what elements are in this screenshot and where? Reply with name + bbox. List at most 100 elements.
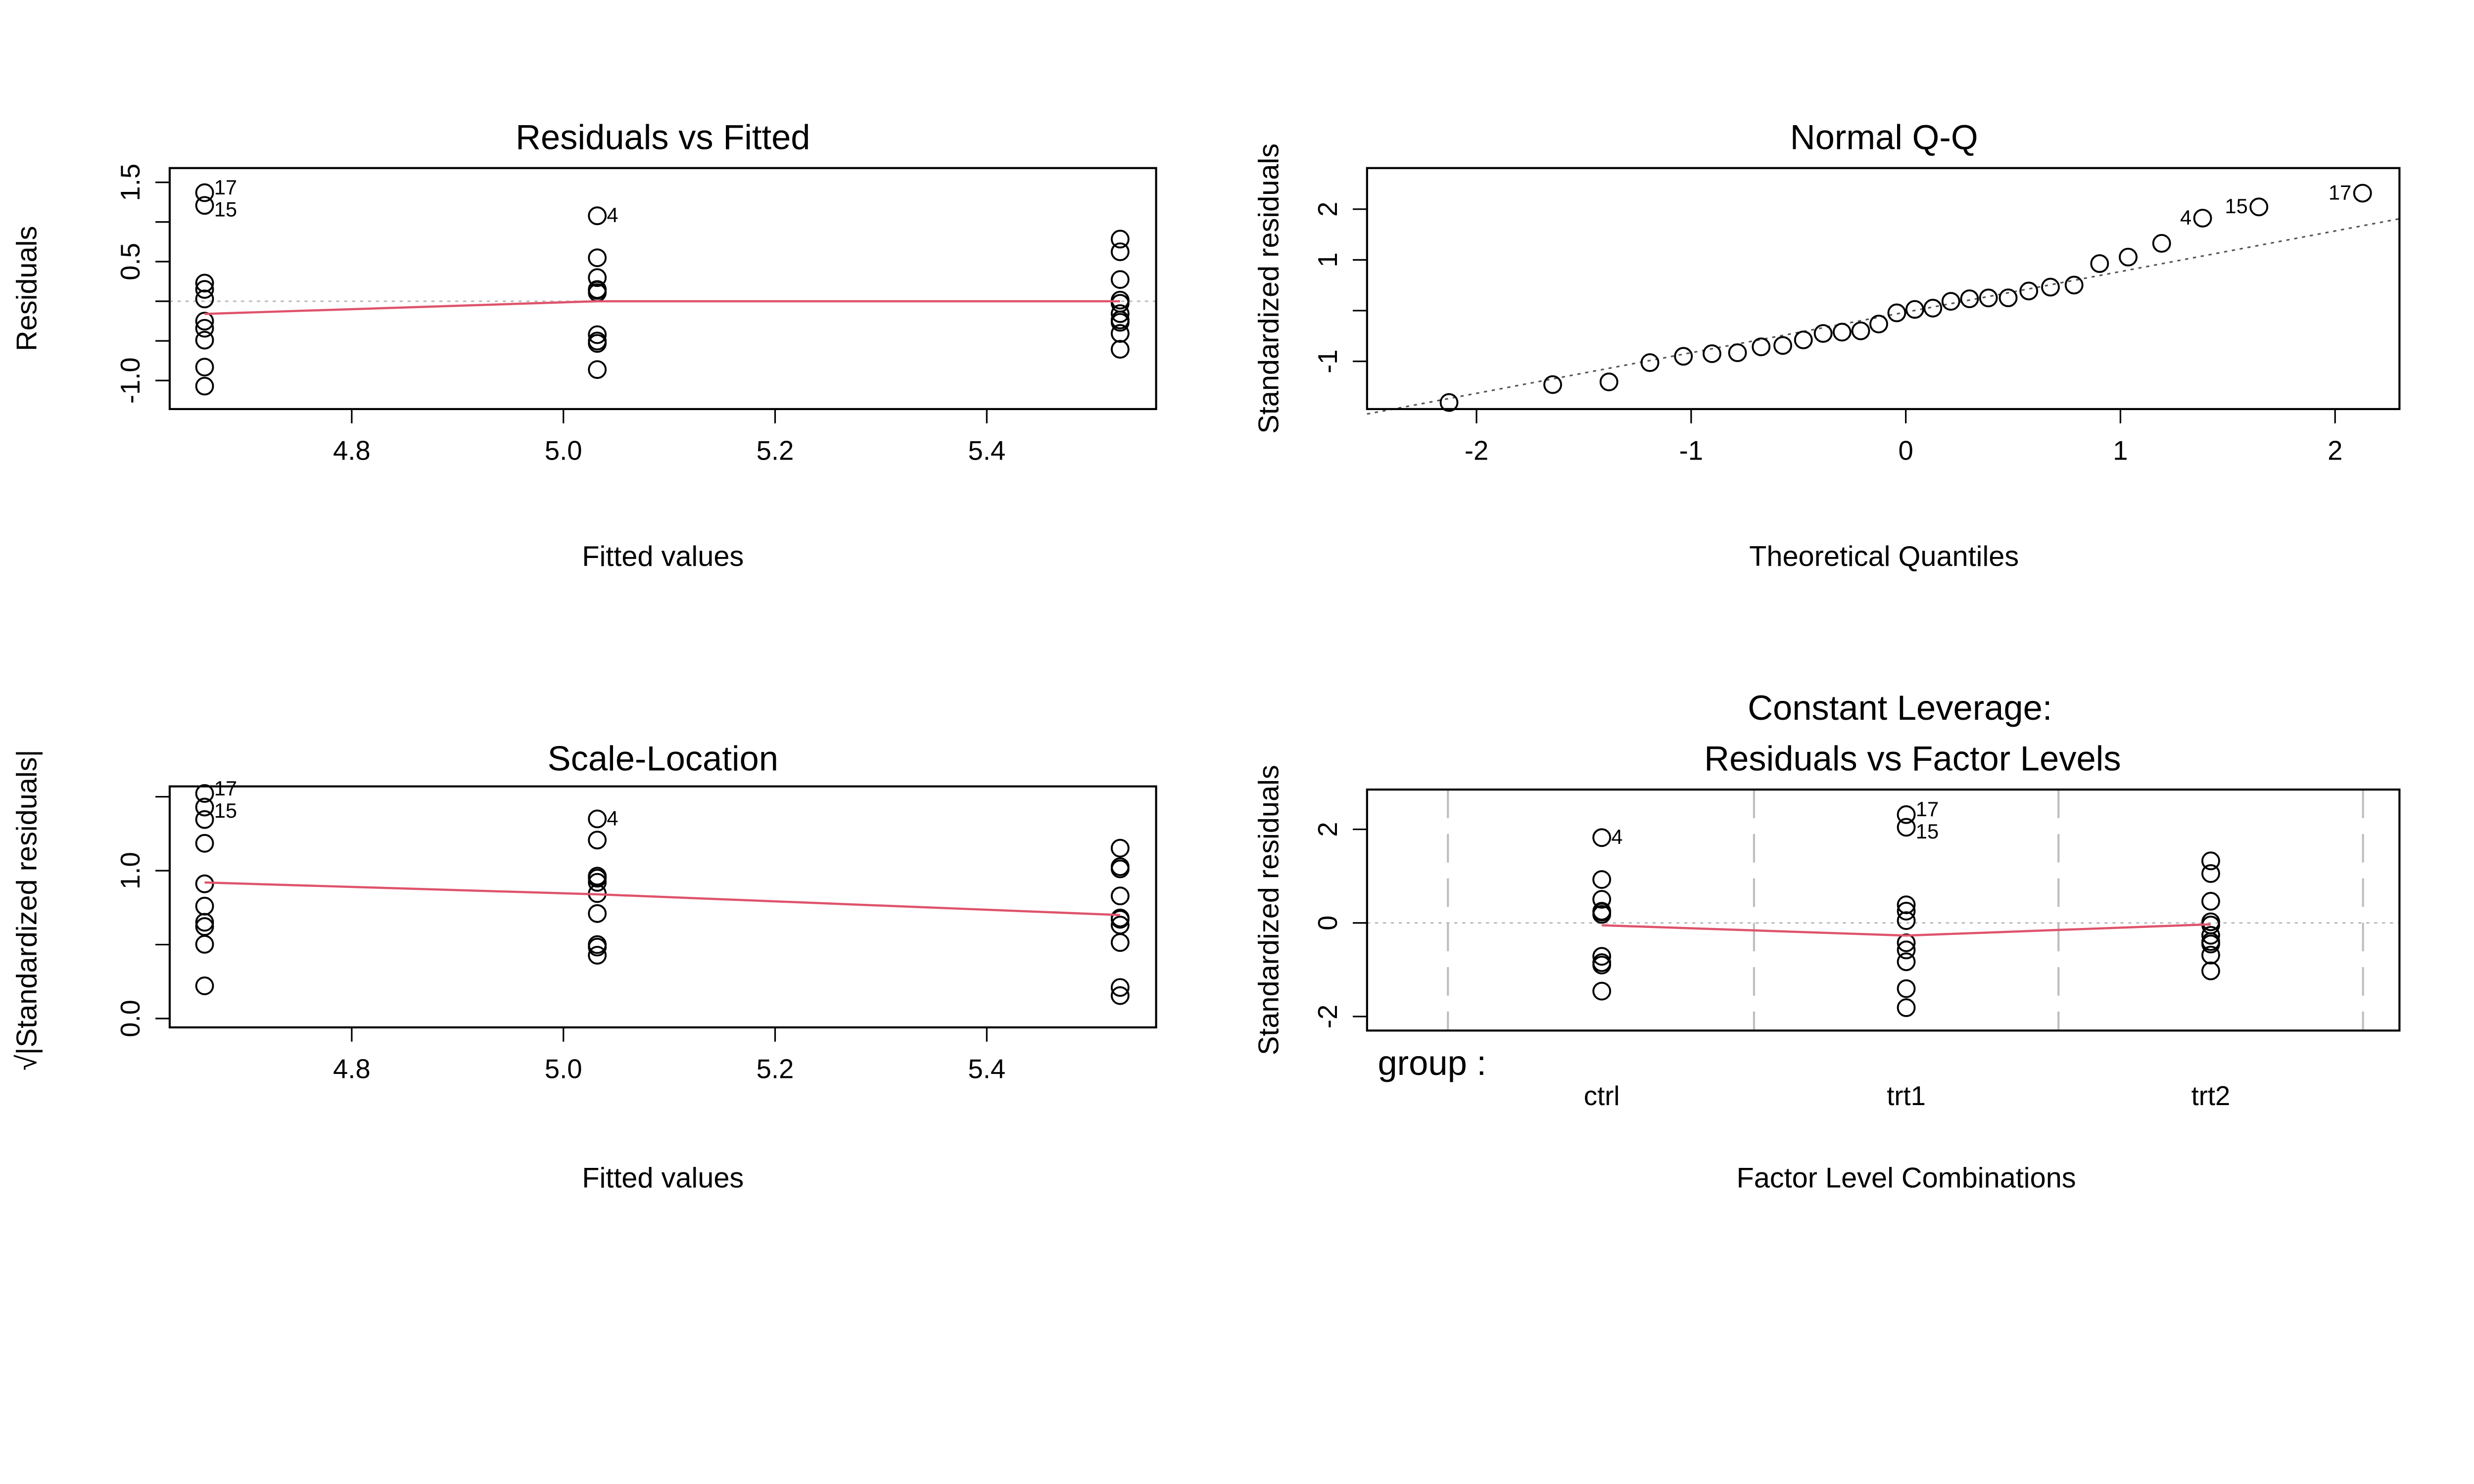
smoother-line — [204, 881, 1120, 917]
y-tick-label: 0 — [1313, 916, 1343, 930]
x-tick-label: 5.2 — [757, 1054, 794, 1084]
y-tick-label: 1.0 — [115, 852, 145, 889]
data-point — [1897, 998, 1916, 1017]
data-point — [195, 784, 214, 803]
data-point — [2193, 209, 2212, 228]
y-tick-label: 0.5 — [115, 243, 145, 280]
data-point — [195, 312, 214, 331]
panel4-ylabel: Standardized residuals — [1253, 765, 1285, 1055]
panel1-title: Residuals vs Fitted — [516, 117, 810, 156]
data-point — [2201, 926, 2220, 945]
data-point — [1897, 979, 1916, 998]
panel4-title-line1: Constant Leverage: — [1748, 688, 2052, 727]
data-point — [195, 280, 214, 299]
data-point — [588, 248, 607, 268]
y-tick-label: 2 — [1313, 202, 1343, 217]
panel4-title-line2: Residuals vs Factor Levels — [1704, 739, 2121, 778]
point-label: 15 — [2225, 194, 2247, 218]
x-tick-label: ctrl — [1584, 1081, 1620, 1111]
point-label: 15 — [1916, 820, 1939, 843]
data-point — [195, 274, 214, 293]
data-point — [1960, 289, 1979, 308]
data-point — [1887, 303, 1906, 323]
data-point — [1897, 818, 1916, 837]
data-point — [1592, 905, 1612, 924]
data-point — [1110, 910, 1130, 929]
data-point — [1110, 933, 1130, 952]
data-point — [195, 797, 214, 817]
data-point — [2353, 184, 2372, 203]
plot-frame — [1366, 788, 2401, 1032]
data-point — [195, 196, 214, 215]
data-point — [195, 183, 214, 202]
x-tick-label: trt2 — [2191, 1081, 2231, 1111]
data-point — [1110, 916, 1130, 935]
panel4-xlabel: Factor Level Combinations — [1736, 1162, 2076, 1194]
data-point — [1110, 978, 1130, 997]
data-point — [1728, 343, 1747, 362]
data-point — [1897, 902, 1916, 921]
x-tick-label: 2 — [2328, 435, 2342, 465]
data-point — [1869, 315, 1888, 333]
x-tick-label: 4.8 — [333, 1054, 371, 1084]
data-point — [2019, 281, 2039, 301]
data-point — [1832, 323, 1852, 342]
data-point — [1110, 230, 1130, 249]
data-point — [1773, 336, 1792, 355]
data-point — [1110, 857, 1130, 876]
data-point — [195, 834, 214, 853]
data-point — [1998, 288, 2018, 308]
data-point — [588, 831, 607, 850]
y-tick-label: 1.5 — [115, 164, 145, 201]
data-point — [1592, 890, 1612, 909]
data-point — [2041, 278, 2060, 297]
data-point — [1110, 242, 1130, 261]
data-point — [1592, 947, 1612, 966]
data-point — [195, 874, 214, 893]
data-point — [588, 873, 607, 892]
data-point — [1592, 828, 1612, 847]
plot-frame — [168, 167, 1157, 411]
data-point — [1703, 344, 1721, 363]
data-point — [195, 810, 214, 829]
x-tick-label: 5.4 — [968, 435, 1005, 465]
panel-scale-location: Scale-Location Fitted values √|Standardi… — [11, 739, 1157, 1194]
panel2-title: Normal Q-Q — [1790, 117, 1978, 156]
point-label: 4 — [607, 806, 618, 830]
data-point — [2152, 234, 2171, 253]
data-point — [1941, 292, 1960, 311]
panel3-xlabel: Fitted values — [582, 1162, 744, 1194]
data-point — [588, 869, 607, 888]
data-point — [195, 319, 214, 338]
data-point — [1439, 393, 1459, 412]
panel1-xlabel: Fitted values — [582, 541, 744, 572]
point-label: 17 — [2329, 181, 2351, 204]
data-point — [2201, 945, 2220, 965]
data-point — [195, 913, 214, 932]
y-tick-label: -1 — [1313, 349, 1343, 373]
factor-label: group : — [1378, 1043, 1486, 1082]
data-point — [2119, 247, 2138, 267]
data-point — [195, 358, 214, 377]
data-point — [195, 976, 214, 995]
data-point — [588, 331, 607, 351]
y-tick-label: 0.0 — [115, 1000, 145, 1037]
panel2-ylabel: Standardized residuals — [1253, 143, 1285, 434]
data-point — [1110, 838, 1130, 858]
data-point — [1897, 952, 1916, 972]
x-tick-label: 4.8 — [333, 435, 371, 465]
panel-residuals-vs-fitted: Residuals vs Fitted Fitted values Residu… — [11, 117, 1157, 572]
x-tick-label: 1 — [2113, 435, 2128, 465]
data-point — [1897, 933, 1916, 952]
data-point — [1979, 288, 1998, 308]
data-point — [2201, 864, 2220, 883]
data-point — [1592, 981, 1612, 1001]
panel2-xlabel: Theoretical Quantiles — [1749, 541, 2019, 572]
data-point — [588, 904, 607, 923]
data-point — [1851, 321, 1870, 340]
data-point — [195, 896, 214, 916]
data-point — [2249, 197, 2269, 217]
